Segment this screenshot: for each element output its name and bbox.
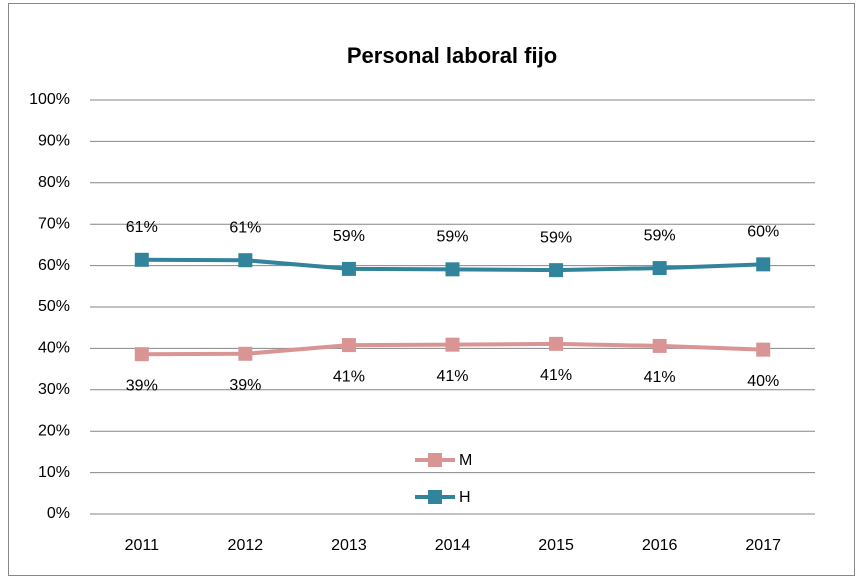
data-label: 41%	[644, 369, 676, 386]
chart-border	[8, 3, 855, 576]
data-label: 39%	[229, 377, 261, 394]
legend-label: H	[459, 489, 471, 506]
x-tick-label: 2014	[435, 537, 471, 554]
data-label: 41%	[540, 367, 572, 384]
marker	[549, 263, 564, 278]
data-label: 59%	[333, 228, 365, 245]
data-label: 61%	[229, 219, 261, 236]
marker	[549, 336, 564, 351]
y-tick-label: 80%	[38, 174, 70, 191]
marker	[445, 262, 460, 277]
marker	[134, 252, 149, 267]
data-label: 60%	[747, 224, 779, 241]
marker	[756, 257, 771, 272]
data-label: 40%	[747, 373, 779, 390]
marker	[238, 346, 253, 361]
data-label: 61%	[126, 219, 158, 236]
marker	[652, 261, 667, 276]
y-tick-label: 70%	[38, 215, 70, 232]
x-tick-label: 2011	[125, 537, 160, 554]
y-tick-label: 30%	[38, 381, 70, 398]
data-label: 41%	[436, 368, 468, 385]
x-tick-label: 2012	[228, 537, 264, 554]
y-tick-label: 50%	[38, 298, 70, 315]
marker	[134, 347, 149, 362]
chart-title: Personal laboral fijo	[347, 43, 557, 68]
data-label: 41%	[333, 368, 365, 385]
x-tick-label: 2017	[745, 537, 781, 554]
y-tick-label: 0%	[47, 505, 70, 522]
data-label: 39%	[126, 377, 158, 394]
marker	[238, 253, 253, 268]
x-tick-label: 2015	[538, 537, 574, 554]
y-tick-label: 60%	[38, 257, 70, 274]
legend-marker	[428, 490, 442, 504]
y-tick-label: 10%	[38, 464, 70, 481]
data-label: 59%	[540, 229, 572, 246]
x-tick-label: 2013	[331, 537, 367, 554]
marker	[756, 342, 771, 357]
marker	[341, 261, 356, 276]
marker	[652, 338, 667, 353]
x-tick-label: 2016	[642, 537, 678, 554]
y-tick-label: 20%	[38, 422, 70, 439]
y-tick-label: 100%	[29, 91, 70, 108]
legend-marker	[428, 453, 442, 467]
y-tick-label: 90%	[38, 133, 70, 150]
marker	[445, 337, 460, 352]
data-label: 59%	[644, 227, 676, 244]
y-tick-label: 40%	[38, 340, 70, 357]
data-label: 59%	[436, 229, 468, 246]
marker	[341, 338, 356, 353]
legend-label: M	[459, 452, 472, 469]
